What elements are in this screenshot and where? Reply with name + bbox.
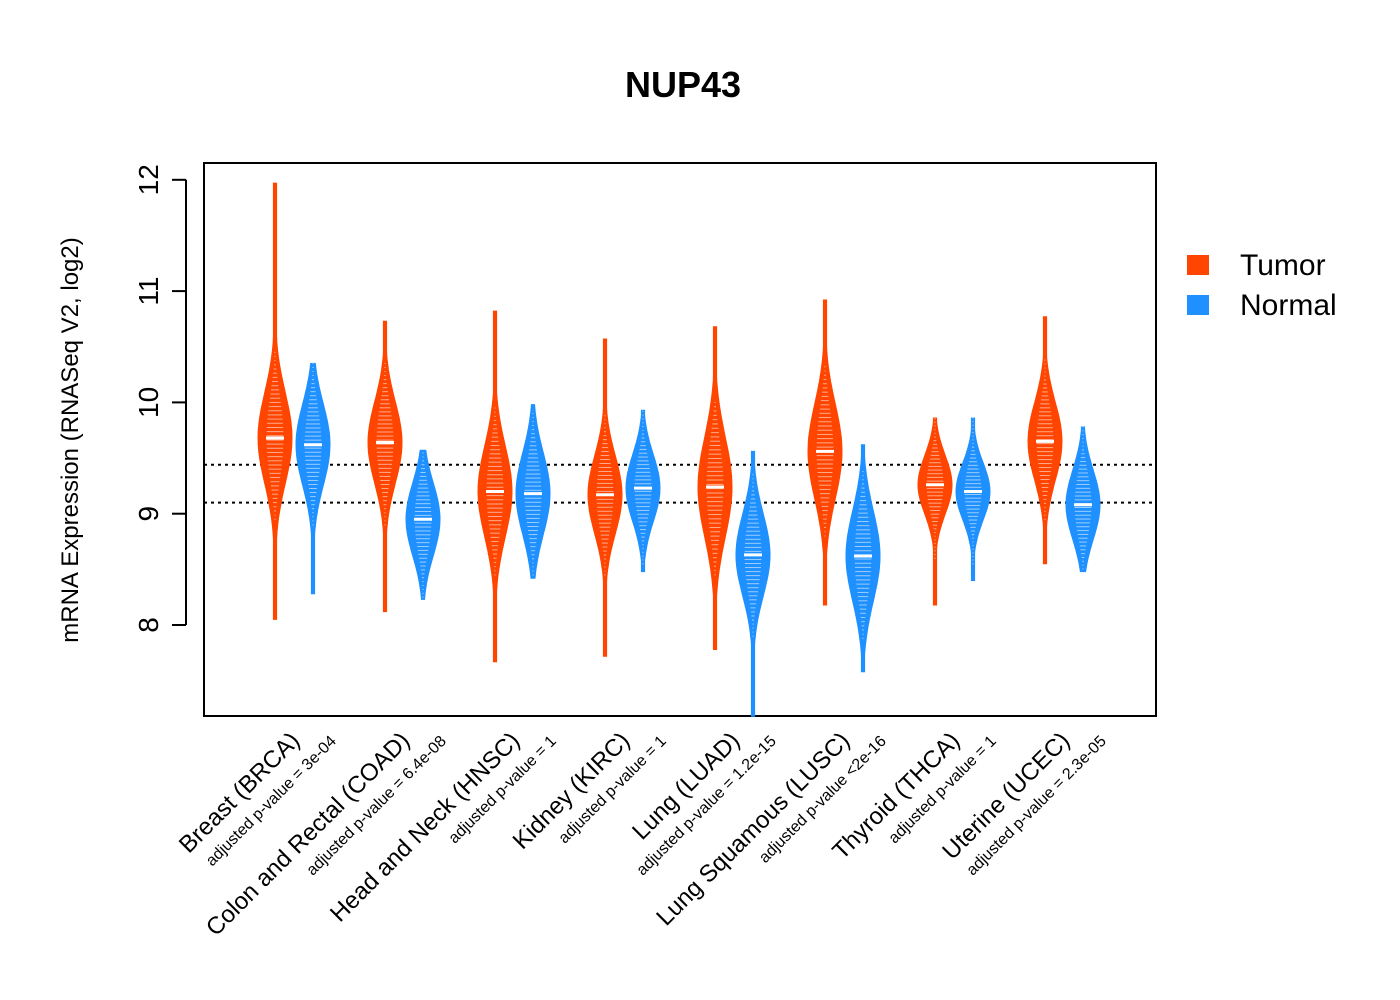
normal-violin	[955, 417, 991, 581]
y-tick-label: 8	[133, 617, 164, 633]
chart-title: NUP43	[625, 64, 741, 105]
tumor-violin-shape	[257, 182, 293, 620]
legend-swatch-normal	[1187, 295, 1209, 315]
tumor-violin	[587, 338, 623, 657]
normal-violin	[845, 444, 881, 673]
tumor-violin	[917, 417, 953, 606]
y-axis-label: mRNA Expression (RNASeq V2, log2)	[57, 237, 84, 643]
normal-violin	[625, 409, 661, 573]
normal-violin-shape	[295, 362, 331, 595]
tumor-violin-shape	[477, 310, 513, 663]
tumor-violin	[697, 326, 733, 650]
tumor-violin	[1027, 316, 1063, 565]
y-tick-label: 9	[133, 506, 164, 522]
normal-violin-shape	[515, 404, 551, 579]
tumor-violin	[477, 310, 513, 663]
tumor-violin-shape	[367, 320, 403, 613]
tumor-violin	[367, 320, 403, 613]
tumor-violin-shape	[587, 338, 623, 657]
legend: Tumor Normal	[1187, 249, 1337, 322]
tumor-violin	[807, 299, 843, 606]
legend-swatch-tumor	[1187, 255, 1209, 275]
y-tick-label: 12	[133, 164, 164, 195]
normal-violin	[295, 362, 331, 595]
normal-violin	[1065, 426, 1101, 573]
plot-frame	[203, 162, 1157, 717]
normal-violin	[735, 450, 771, 717]
normal-violin	[405, 449, 441, 600]
normal-violin-shape	[405, 449, 441, 600]
legend-label-tumor: Tumor	[1240, 249, 1326, 282]
legend-label-normal: Normal	[1240, 289, 1337, 322]
y-tick-label: 10	[133, 387, 164, 418]
tumor-violin	[257, 182, 293, 620]
normal-violin-shape	[845, 444, 881, 673]
tumor-violin-shape	[917, 417, 953, 606]
normal-violin-shape	[955, 417, 991, 581]
normal-violin-shape	[1065, 426, 1101, 573]
normal-violin	[515, 404, 551, 579]
y-tick-label: 11	[133, 277, 164, 306]
